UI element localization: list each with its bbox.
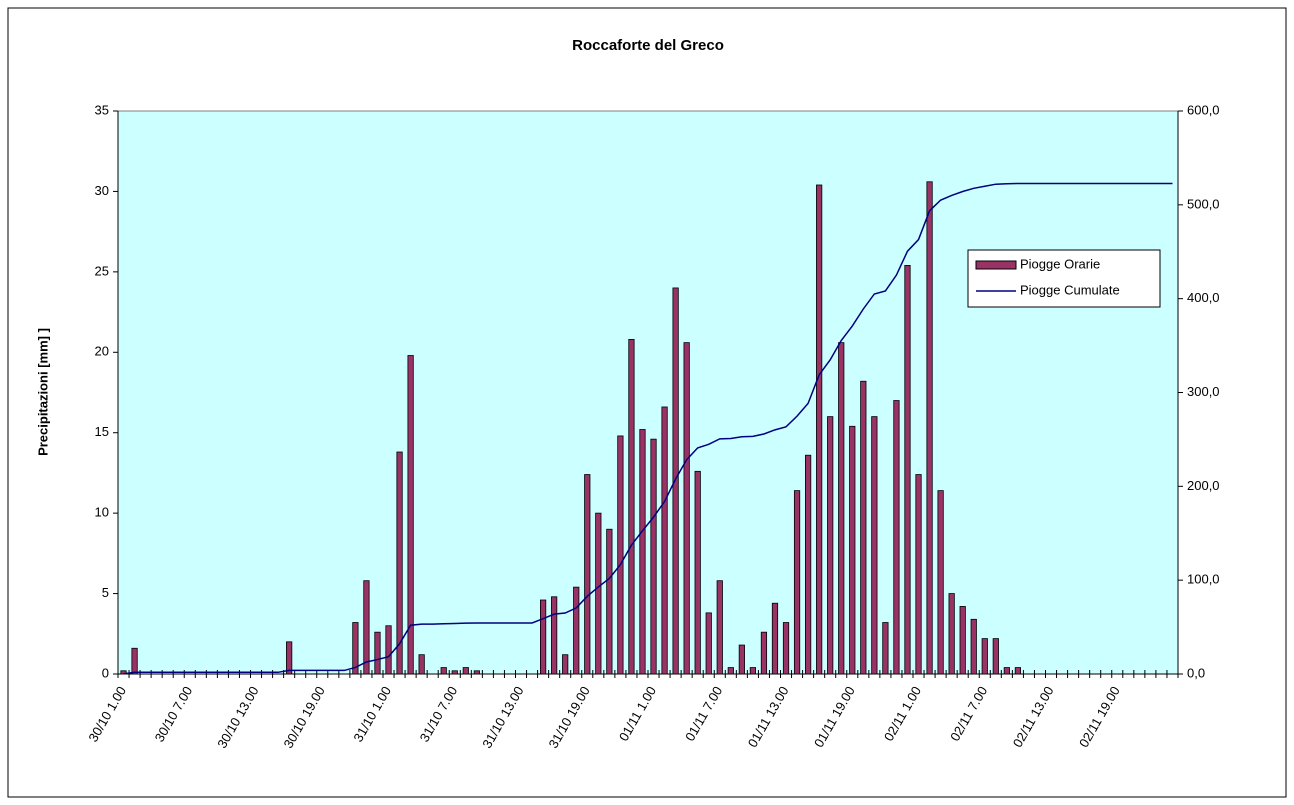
bar bbox=[716, 580, 723, 675]
bar bbox=[816, 184, 823, 675]
bar bbox=[573, 586, 580, 675]
bar bbox=[782, 622, 790, 675]
bar bbox=[683, 342, 690, 675]
bar bbox=[650, 438, 657, 675]
y-tick-label: 10 bbox=[95, 505, 109, 520]
y-tick-label: 5 bbox=[102, 585, 109, 600]
bar bbox=[771, 602, 779, 675]
bar bbox=[606, 528, 613, 675]
bar bbox=[981, 638, 988, 675]
bar bbox=[882, 622, 889, 675]
bar bbox=[694, 470, 701, 675]
bar bbox=[451, 670, 458, 675]
y-axis-title: Precipitazioni [mm] ] bbox=[35, 328, 50, 456]
y-tick-label: 20 bbox=[95, 344, 109, 359]
line bbox=[123, 182, 1173, 675]
bar bbox=[860, 380, 867, 675]
legend-swatch bbox=[975, 260, 1017, 270]
y2-tick-label: 0,0 bbox=[1187, 665, 1205, 680]
bar bbox=[462, 667, 469, 675]
bar bbox=[363, 580, 370, 675]
bar bbox=[838, 342, 845, 675]
bar bbox=[959, 606, 966, 675]
y2-tick-label: 200,0 bbox=[1187, 478, 1220, 493]
plot-area bbox=[117, 110, 1179, 675]
bar bbox=[551, 596, 558, 675]
bar bbox=[286, 641, 293, 675]
bar bbox=[120, 670, 127, 675]
legend-box bbox=[967, 249, 1161, 308]
y2-tick-label: 500,0 bbox=[1187, 196, 1220, 211]
y-tick-label: 30 bbox=[95, 183, 109, 198]
bar bbox=[1014, 667, 1021, 675]
bar bbox=[473, 670, 480, 675]
bar bbox=[970, 618, 977, 675]
y-tick-label: 25 bbox=[95, 263, 109, 278]
bar bbox=[937, 490, 944, 675]
bar bbox=[562, 654, 569, 675]
bar bbox=[407, 355, 414, 675]
bar bbox=[352, 622, 359, 675]
bar bbox=[628, 339, 635, 675]
y2-tick-label: 100,0 bbox=[1187, 572, 1220, 587]
bar bbox=[793, 490, 801, 675]
y-tick-label: 15 bbox=[95, 424, 109, 439]
bar bbox=[1003, 667, 1010, 675]
bar bbox=[926, 181, 933, 675]
bar bbox=[540, 599, 547, 675]
bar bbox=[827, 416, 834, 675]
chart-title: Roccaforte del Greco bbox=[572, 37, 724, 54]
legend-label: Piogge Orarie bbox=[1020, 256, 1100, 271]
bar bbox=[661, 406, 668, 675]
y2-tick-label: 300,0 bbox=[1187, 384, 1220, 399]
bar bbox=[584, 474, 591, 675]
bar bbox=[440, 667, 447, 675]
bar bbox=[871, 416, 878, 675]
bar bbox=[639, 429, 646, 675]
y-tick-label: 0 bbox=[102, 665, 109, 680]
bar bbox=[418, 654, 425, 675]
bar bbox=[948, 593, 955, 675]
bar bbox=[131, 647, 138, 675]
bar bbox=[672, 287, 679, 675]
bar bbox=[893, 400, 900, 675]
bar bbox=[992, 638, 999, 675]
bar bbox=[805, 454, 812, 675]
y-tick-label: 35 bbox=[95, 102, 109, 117]
bar bbox=[738, 644, 745, 675]
bar bbox=[617, 435, 624, 675]
bar bbox=[849, 425, 856, 675]
bar bbox=[705, 612, 712, 675]
bar bbox=[915, 474, 922, 675]
y2-tick-label: 400,0 bbox=[1187, 290, 1220, 305]
bar bbox=[385, 625, 392, 675]
bar bbox=[727, 667, 734, 675]
bar bbox=[904, 265, 911, 675]
bar bbox=[374, 631, 381, 675]
legend-label: Piogge Cumulate bbox=[1020, 282, 1120, 297]
bar bbox=[595, 512, 602, 675]
bar bbox=[749, 667, 756, 675]
bar bbox=[396, 451, 403, 675]
bar bbox=[760, 631, 768, 675]
y2-tick-label: 600,0 bbox=[1187, 102, 1220, 117]
